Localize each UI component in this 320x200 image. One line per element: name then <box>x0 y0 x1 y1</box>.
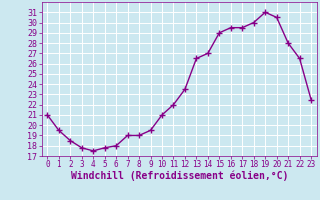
X-axis label: Windchill (Refroidissement éolien,°C): Windchill (Refroidissement éolien,°C) <box>70 171 288 181</box>
